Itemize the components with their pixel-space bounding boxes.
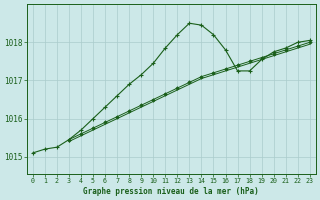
X-axis label: Graphe pression niveau de la mer (hPa): Graphe pression niveau de la mer (hPa) (84, 187, 259, 196)
